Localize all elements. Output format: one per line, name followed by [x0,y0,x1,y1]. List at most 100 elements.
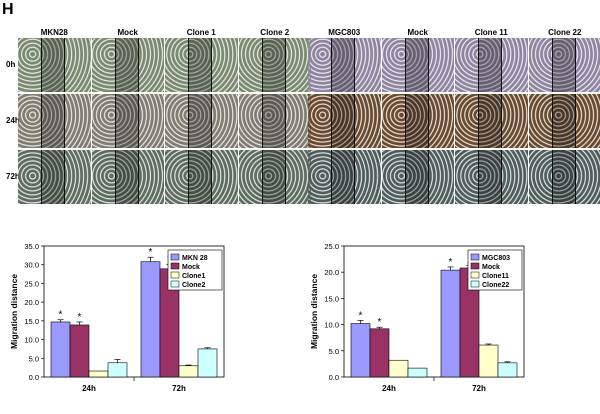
bar [440,269,461,378]
wound-gap [404,94,428,148]
wound-edge-line [551,94,553,148]
wound-edge-line [64,94,66,148]
legend-label: MGC803 [482,255,510,262]
wound-gap [261,38,285,92]
wound-edge-line [354,94,356,148]
bar [140,261,161,378]
wound-gap [41,38,65,92]
column-header: MKN28 [40,28,68,37]
y-tick-label: 15.0 [24,317,39,326]
significance-star: * [149,247,153,258]
y-tick-label: 0.0 [29,373,39,382]
wound-edge-line [137,150,139,204]
wound-gap [404,38,428,92]
significance-star: * [359,310,363,321]
legend-swatch [170,253,180,261]
bar [197,348,218,378]
wound-edge-line [41,150,43,204]
micrograph [308,94,381,148]
wound-gap [261,94,285,148]
wound-gap [188,150,212,204]
wound-edge-line [284,150,286,204]
micrograph [238,150,311,204]
wound-edge-line [574,38,576,92]
y-tick-label: 35.0 [24,242,39,251]
wound-gap [114,150,138,204]
wound-edge-line [188,38,190,92]
micrograph [455,94,528,148]
bar [88,370,109,378]
micrograph [91,38,164,92]
legend-label: Clone22 [482,282,509,289]
y-tick-label: 20.0 [324,268,339,277]
wound-edge-line [114,150,116,204]
y-tick-label: 25.0 [24,279,39,288]
wound-edge-line [211,94,213,148]
bar [388,359,409,378]
wound-gap [331,94,355,148]
micrograph [91,94,164,148]
legend-label: Clone1 [182,273,205,280]
wound-edge-line [211,150,213,204]
wound-edge-line [211,38,213,92]
micrograph [528,38,600,92]
wound-edge-line [427,150,429,204]
bar [178,365,199,378]
migration-chart-right: 0.0 5.0 10.0 15.0 20.0 25.0 Migration distance… [309,242,525,393]
y-tick-label: 10.0 [324,321,339,330]
bar [350,323,371,378]
wound-edge-line [478,150,480,204]
column-header: Clone 11 [474,28,508,37]
wound-edge-line [501,94,503,148]
wound-edge-line [64,38,66,92]
legend-swatch [470,280,480,288]
wound-edge-line [551,38,553,92]
wound-edge-line [574,150,576,204]
wound-edge-line [331,94,333,148]
significance-star: * [59,310,63,321]
y-tick-label: 5.0 [329,347,339,356]
significance-star: * [449,257,453,268]
bar [107,362,128,378]
wound-edge-line [404,38,406,92]
legend-label: Clone11 [482,273,509,280]
legend-label: Mock [182,264,200,271]
legend-swatch [170,271,180,279]
y-tick-label: 30.0 [24,261,39,270]
wound-gap [331,38,355,92]
micrograph [165,150,238,204]
micrograph [238,38,311,92]
wound-gap [188,94,212,148]
legend-label: MKN 28 [182,255,208,262]
wound-edge-line [551,150,553,204]
micrograph [165,94,238,148]
wound-edge-line [41,94,43,148]
legend-swatch [170,280,180,288]
legend-label: Clone2 [182,282,205,289]
wound-edge-line [261,150,263,204]
wound-gap [478,38,502,92]
x-category-label: 72h [172,384,186,393]
micrograph [528,94,600,148]
wound-edge-line [354,150,356,204]
y-tick-label: 5.0 [29,354,39,363]
bar [497,362,518,378]
wound-gap [331,150,355,204]
micrograph [308,150,381,204]
wound-edge-line [284,94,286,148]
significance-star: * [378,317,382,328]
wound-gap [404,150,428,204]
wound-edge-line [114,38,116,92]
bar [69,324,90,378]
wound-gap [551,150,575,204]
micrograph [238,94,311,148]
wound-edge-line [331,150,333,204]
micrograph [91,150,164,204]
wound-gap [114,38,138,92]
micrograph [528,150,600,204]
wound-gap [41,94,65,148]
wound-gap [114,94,138,148]
legend-swatch [470,271,480,279]
y-axis-label: Migration distance [9,274,19,349]
wound-edge-line [501,38,503,92]
